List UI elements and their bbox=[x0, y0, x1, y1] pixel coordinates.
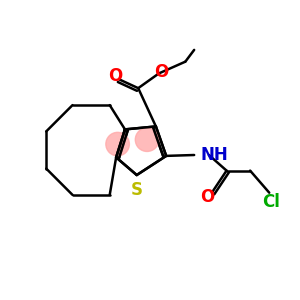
Text: Cl: Cl bbox=[262, 193, 280, 211]
Text: O: O bbox=[108, 68, 123, 85]
Text: O: O bbox=[200, 188, 214, 206]
Text: NH: NH bbox=[200, 146, 228, 164]
Text: S: S bbox=[131, 181, 143, 199]
Circle shape bbox=[135, 128, 159, 152]
Circle shape bbox=[106, 132, 129, 156]
Text: O: O bbox=[154, 63, 168, 81]
